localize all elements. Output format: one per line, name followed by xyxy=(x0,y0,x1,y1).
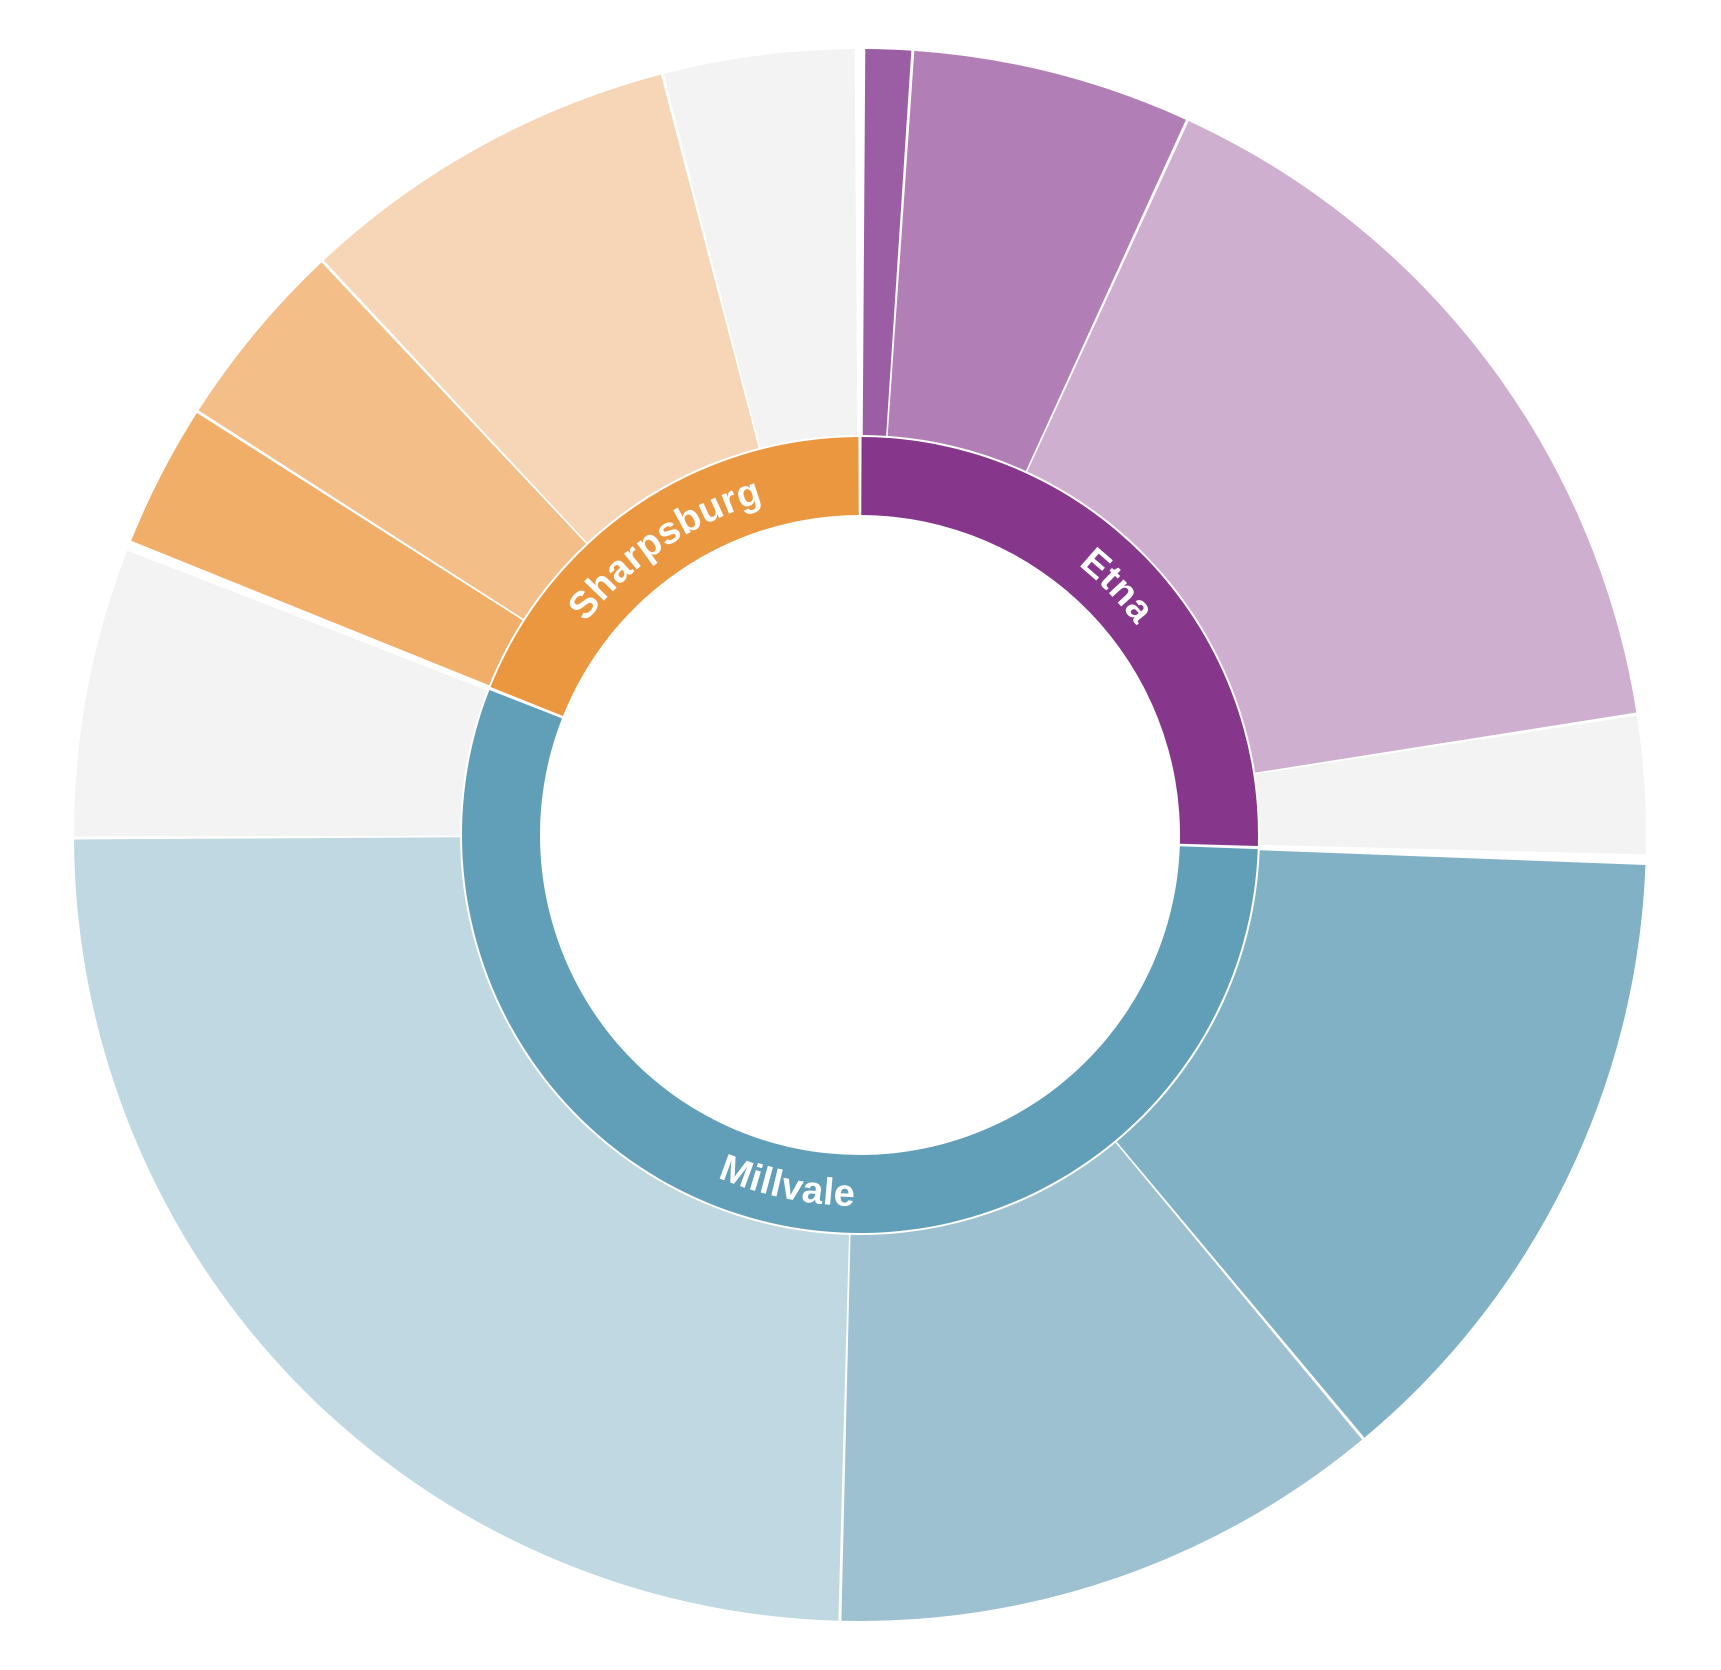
outer-segment-millvale-5 xyxy=(1116,850,1646,1438)
inner-segment-etna xyxy=(861,437,1258,846)
outer-segment-sharpsburg-12 xyxy=(663,49,858,448)
outer-segment-etna-2 xyxy=(887,50,1186,472)
outer-ring xyxy=(74,49,1646,1621)
outer-segment-millvale-8 xyxy=(74,550,488,837)
outer-segment-sharpsburg-9 xyxy=(131,412,523,686)
outer-segment-millvale-7 xyxy=(74,837,849,1621)
inner-segment-millvale xyxy=(462,689,1258,1233)
outer-segment-sharpsburg-10 xyxy=(198,262,586,619)
outer-segment-etna-1 xyxy=(862,49,912,436)
outer-segment-millvale-6 xyxy=(841,1142,1363,1621)
outer-segment-etna-4 xyxy=(1255,715,1646,855)
outer-segment-sharpsburg-11 xyxy=(323,74,759,543)
outer-segment-etna-3 xyxy=(1027,121,1637,773)
inner-segment-sharpsburg xyxy=(490,437,859,717)
inner-ring xyxy=(462,437,1258,1233)
